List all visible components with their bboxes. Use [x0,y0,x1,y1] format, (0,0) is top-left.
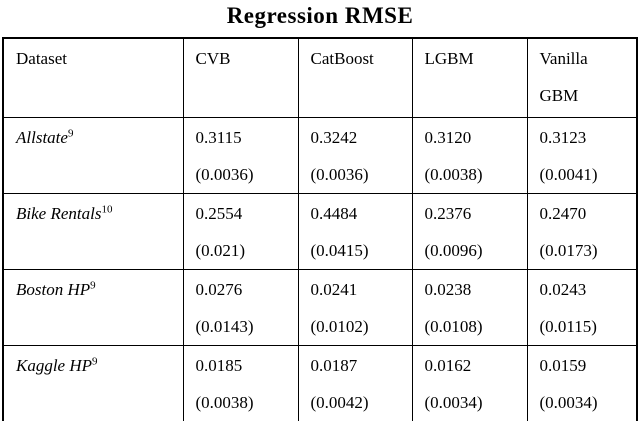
value-cell: 0.3123 (0.0041) [526,116,638,194]
header-label: LGBM [424,49,474,68]
dataset-label: Boston HP9 [16,271,183,308]
footnote-ref: 10 [101,202,113,215]
rmse-value: 0.3123 [539,127,587,147]
rmse-std: (0.0143) [195,316,254,336]
table-row: Allstate9 0.3115 (0.0036) 0.3242 (0.0036… [2,116,638,194]
header-label: Dataset [16,49,67,68]
regression-rmse-table: Dataset CVB CatBoost LGBM Vanilla GBM [2,37,638,421]
dataset-cell: Boston HP9 [2,268,184,346]
value-cell: 0.3120 (0.0038) [411,116,528,194]
rmse-value: 0.3242 [310,127,358,147]
rmse-std: (0.0036) [195,164,254,184]
rmse-std: (0.0115) [539,316,597,336]
dataset-cell: Bike Rentals10 [2,192,184,270]
rmse-std: (0.0034) [539,392,598,412]
table-title: Regression RMSE [226,3,414,28]
header-label: GBM [539,86,579,105]
rmse-std: (0.0415) [310,240,369,260]
header-lgbm: LGBM [411,37,528,118]
rmse-value: 0.2376 [424,203,472,223]
rmse-std: (0.0042) [310,392,369,412]
rmse-value: 0.0243 [539,279,587,299]
rmse-value: 0.0241 [310,279,358,299]
rmse-value: 0.3115 [195,127,242,147]
footnote-ref: 9 [92,354,98,367]
table-row: Bike Rentals10 0.2554 (0.021) 0.4484 (0.… [2,192,638,270]
dataset-name: Allstate [16,127,68,147]
dataset-name: Kaggle HP [16,355,93,375]
dataset-name: Boston HP [16,279,91,299]
rmse-std: (0.0173) [539,240,598,260]
rmse-std: (0.0038) [195,392,254,412]
footnote-ref: 9 [90,278,96,291]
value-cell: 0.2470 (0.0173) [526,192,638,270]
rmse-std: (0.0108) [424,316,483,336]
table-row: Boston HP9 0.0276 (0.0143) 0.0241 (0.010… [2,268,638,346]
table-row: Kaggle HP9 0.0185 (0.0038) 0.0187 (0.004… [2,344,638,421]
value-cell: 0.3242 (0.0036) [297,116,413,194]
header-row: Dataset CVB CatBoost LGBM Vanilla GBM [2,37,638,118]
rmse-value: 0.0276 [195,279,243,299]
header-cvb: CVB [182,37,299,118]
value-cell: 0.2554 (0.021) [182,192,299,270]
rmse-value: 0.4484 [310,203,358,223]
dataset-cell: Allstate9 [2,116,184,194]
footnote-ref: 9 [67,126,74,139]
rmse-value: 0.0185 [195,355,243,375]
rmse-std: (0.0038) [424,164,483,184]
value-cell: 0.0162 (0.0034) [411,344,528,421]
value-cell: 0.2376 (0.0096) [411,192,528,270]
value-cell: 0.4484 (0.0415) [297,192,413,270]
header-label: Vanilla [539,49,588,68]
dataset-label: Kaggle HP9 [16,347,183,384]
value-cell: 0.0187 (0.0042) [297,344,413,421]
header-label: CVB [195,49,231,68]
header-vanilla-gbm: Vanilla GBM [526,37,638,118]
rmse-value: 0.0187 [310,355,358,375]
value-cell: 0.0185 (0.0038) [182,344,299,421]
value-cell: 0.0159 (0.0034) [526,344,638,421]
value-cell: 0.3115 (0.0036) [182,116,299,194]
value-cell: 0.0243 (0.0115) [526,268,638,346]
dataset-label: Bike Rentals10 [16,195,183,232]
rmse-value: 0.0159 [539,355,587,375]
header-dataset: Dataset [2,37,184,118]
value-cell: 0.0238 (0.0108) [411,268,528,346]
rmse-std: (0.021) [195,240,246,260]
rmse-std: (0.0036) [310,164,369,184]
value-cell: 0.0276 (0.0143) [182,268,299,346]
rmse-value: 0.0162 [424,355,472,375]
rmse-value: 0.2554 [195,203,243,223]
rmse-std: (0.0102) [310,316,369,336]
header-catboost: CatBoost [297,37,413,118]
value-cell: 0.0241 (0.0102) [297,268,413,346]
dataset-label: Allstate9 [16,119,183,156]
rmse-value: 0.3120 [424,127,472,147]
rmse-std: (0.0096) [424,240,483,260]
header-label: CatBoost [310,49,374,68]
dataset-name: Bike Rentals [16,203,102,223]
rmse-std: (0.0041) [539,164,598,184]
dataset-cell: Kaggle HP9 [2,344,184,421]
rmse-std: (0.0034) [424,392,483,412]
rmse-value: 0.2470 [539,203,587,223]
rmse-value: 0.0238 [424,279,472,299]
